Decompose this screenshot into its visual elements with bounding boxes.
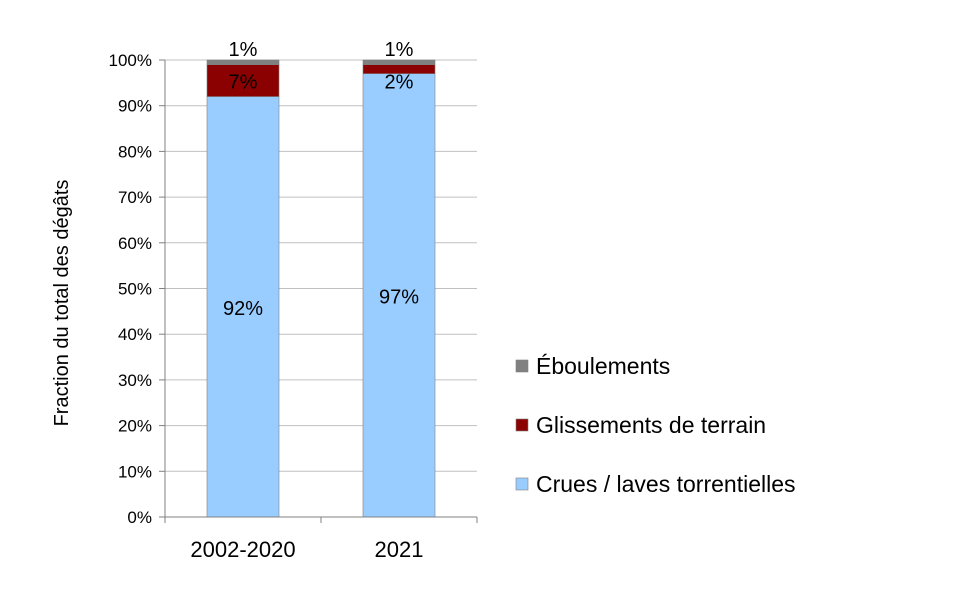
y-tick-label: 100% bbox=[109, 51, 152, 70]
legend-swatch-eboulements bbox=[515, 359, 529, 373]
bar-segment-glissements bbox=[206, 64, 280, 97]
data-label: 2% bbox=[385, 72, 414, 94]
data-labels: 92% 7% 1% 97% 2% 1% bbox=[223, 39, 419, 320]
y-tick-label: 90% bbox=[118, 97, 152, 116]
legend-label-glissements: Glissements de terrain bbox=[536, 412, 766, 438]
legend-swatch-glissements bbox=[515, 418, 529, 432]
y-tick-label: 20% bbox=[118, 417, 152, 436]
legend: Éboulements Glissements de terrain Crues /… bbox=[515, 353, 796, 497]
legend-label-eboulements: Éboulements bbox=[536, 353, 670, 379]
x-axis-ticks: 2002-2020 2021 bbox=[164, 517, 478, 562]
y-tick-label: 50% bbox=[118, 280, 152, 299]
data-label: 1% bbox=[385, 39, 414, 61]
y-tick-label: 30% bbox=[118, 371, 152, 390]
y-tick-label: 60% bbox=[118, 234, 152, 253]
y-tick-label: 10% bbox=[118, 462, 152, 481]
data-label: 92% bbox=[223, 298, 263, 320]
y-tick-label: 40% bbox=[118, 325, 152, 344]
bar-stacks bbox=[206, 59, 436, 518]
y-tick-label: 0% bbox=[127, 508, 152, 527]
y-tick-label: 70% bbox=[118, 188, 152, 207]
y-axis-label: Fraction du total des dégâts bbox=[51, 180, 73, 427]
legend-swatch-crues bbox=[515, 477, 529, 491]
x-tick-label: 2021 bbox=[375, 537, 424, 562]
bar-segment-eboulements bbox=[362, 59, 436, 65]
y-tick-label: 80% bbox=[118, 142, 152, 161]
x-tick-label: 2002-2020 bbox=[190, 537, 295, 562]
y-axis-ticks: 0% 10% 20% 30% 40% 50% 60% 70% 80% 90% 100% bbox=[109, 51, 165, 527]
legend-label-crues: Crues / laves torrentielles bbox=[536, 471, 796, 497]
data-label: 97% bbox=[379, 286, 419, 308]
bar-segment-eboulements bbox=[206, 59, 280, 65]
data-label: 7% bbox=[229, 72, 258, 94]
data-label: 1% bbox=[229, 39, 258, 61]
